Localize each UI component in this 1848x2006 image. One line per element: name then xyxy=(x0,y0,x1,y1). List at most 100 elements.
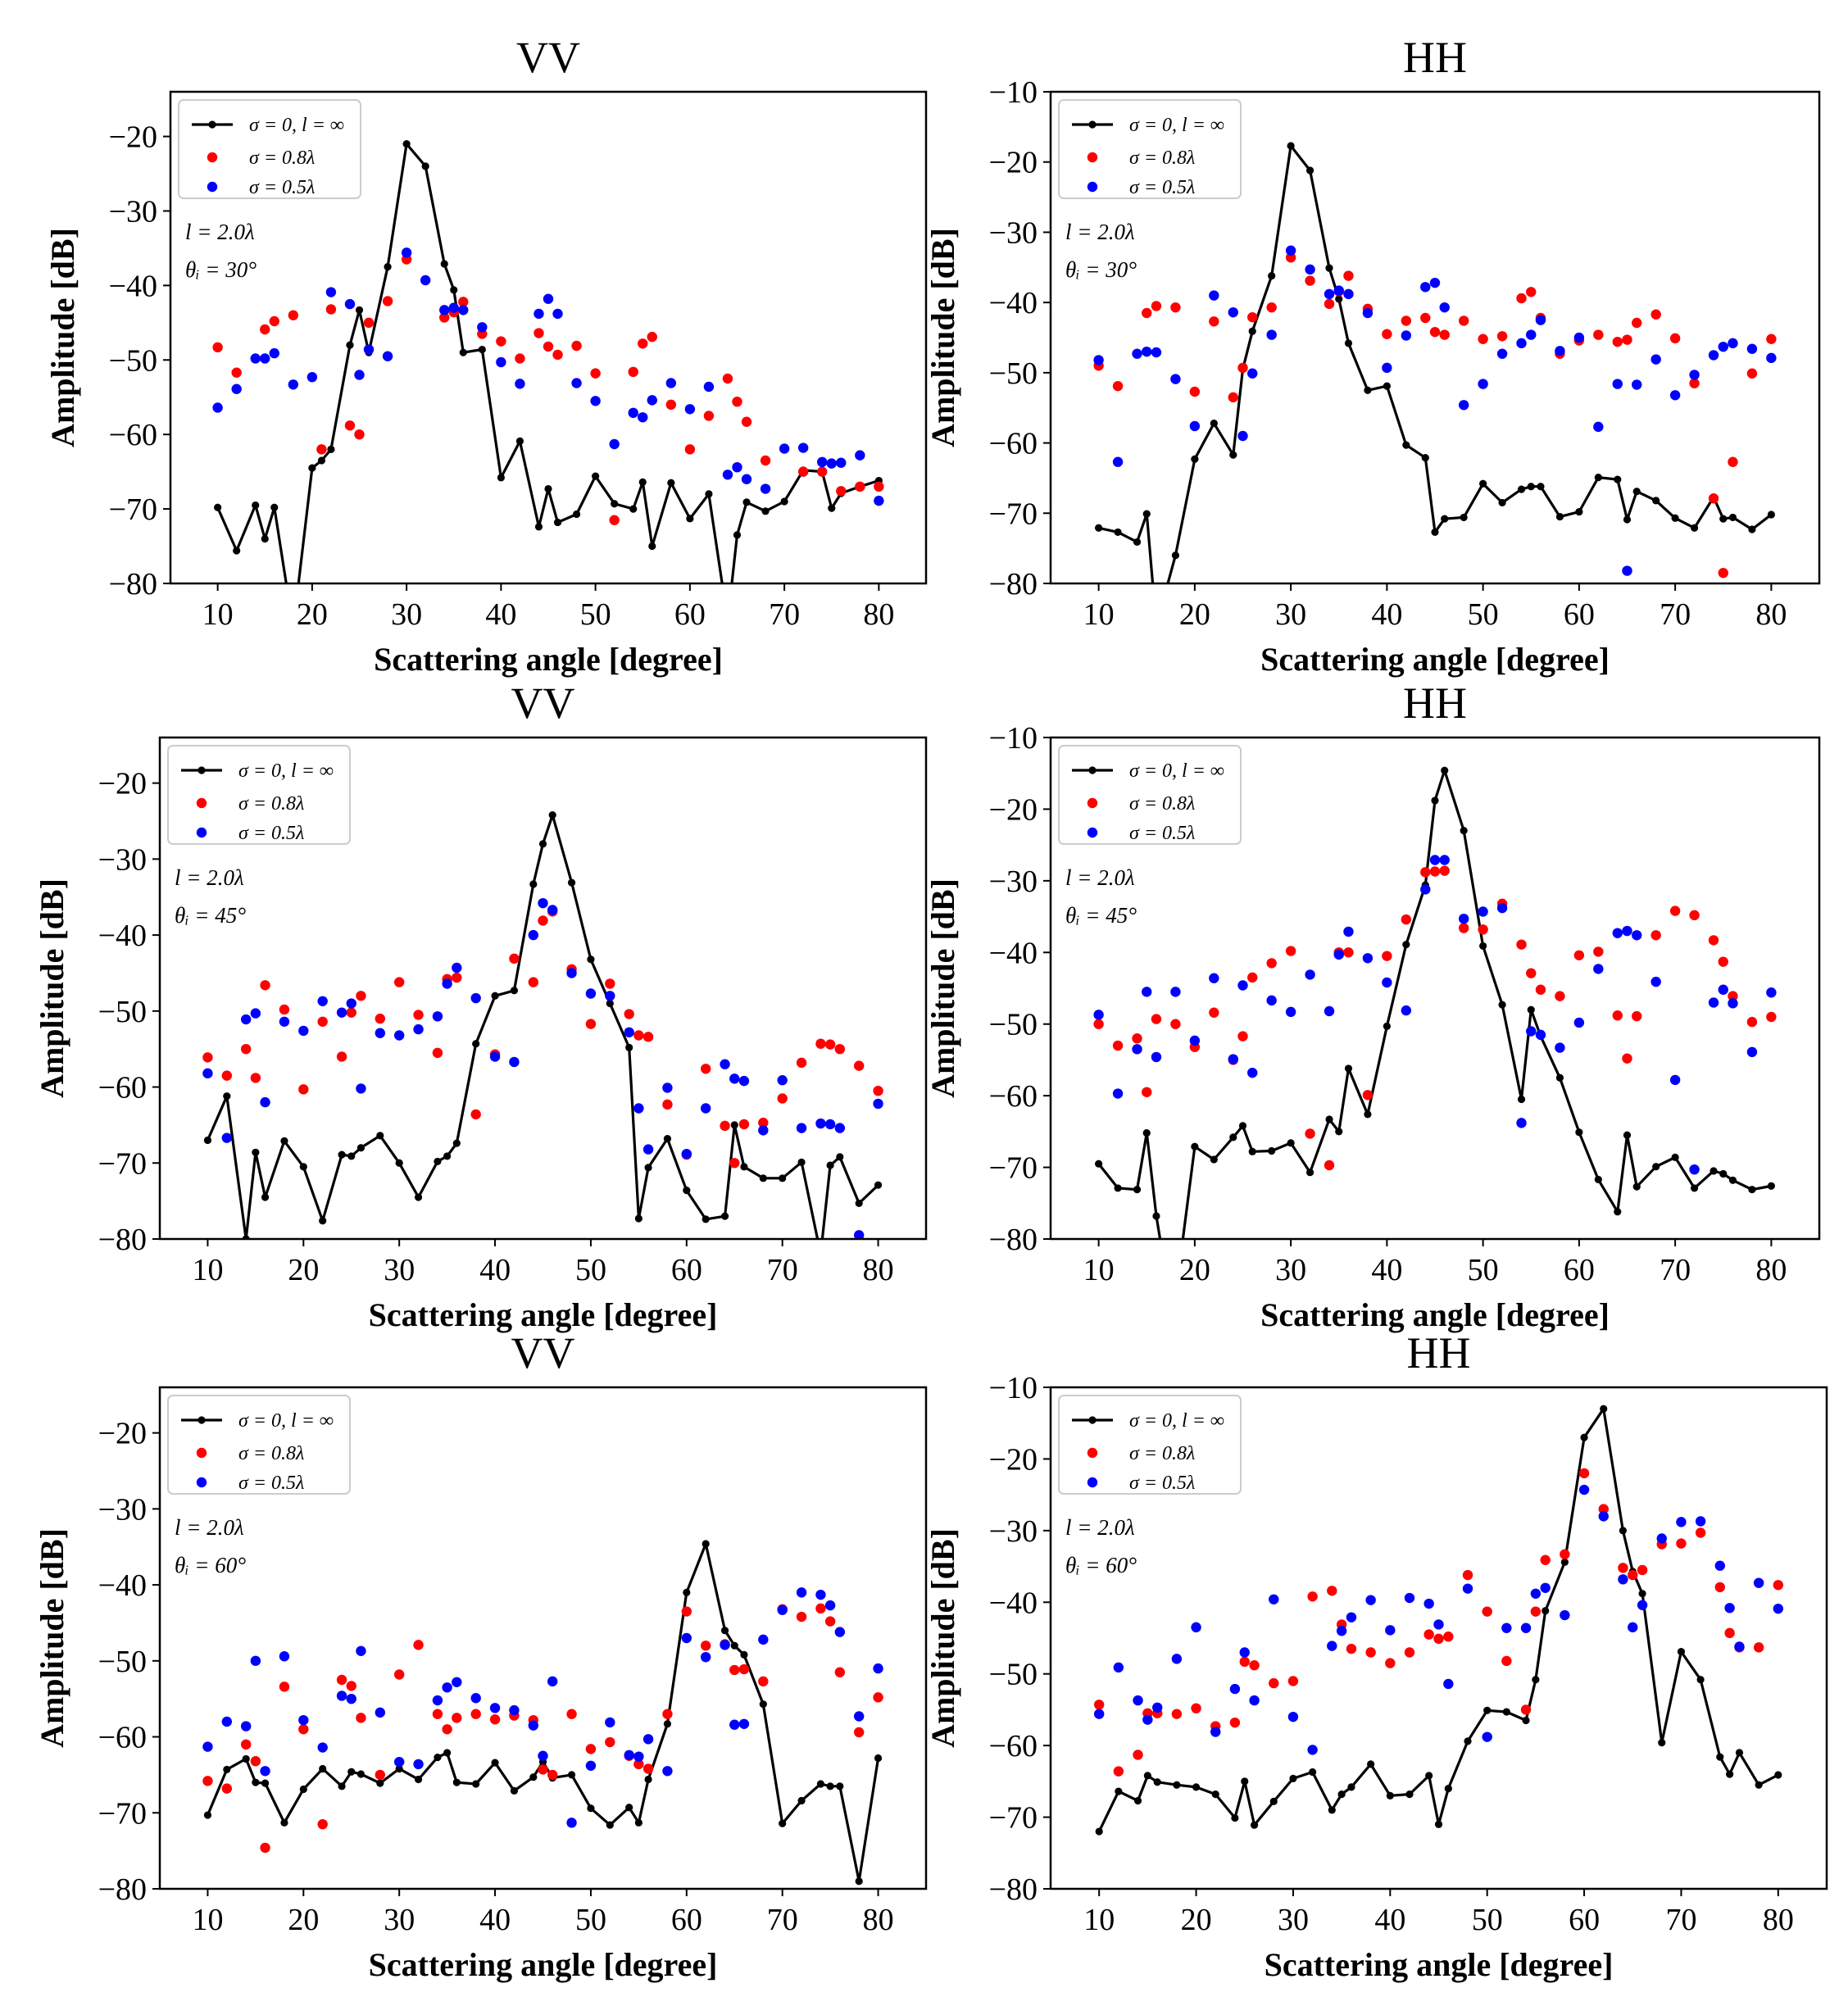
data-point-sigma-0.8 xyxy=(317,1818,328,1830)
data-point-baseline xyxy=(327,445,335,453)
data-point-sigma-0.5 xyxy=(1324,1005,1335,1017)
data-point-sigma-0.5 xyxy=(1420,884,1431,895)
data-point-baseline xyxy=(625,1804,633,1812)
annotation-incidence-angle: θᵢ = 45° xyxy=(1065,903,1137,928)
data-point-baseline xyxy=(1444,1785,1452,1793)
data-point-sigma-0.8 xyxy=(1728,991,1738,1001)
data-point-sigma-0.5 xyxy=(1266,329,1277,340)
data-point-sigma-0.8 xyxy=(1132,1033,1142,1044)
data-point-baseline xyxy=(1652,1163,1660,1171)
data-point-sigma-0.5 xyxy=(1112,456,1124,467)
data-point-sigma-0.8 xyxy=(279,1682,290,1692)
data-point-sigma-0.8 xyxy=(1676,1538,1687,1549)
data-point-baseline xyxy=(538,840,547,848)
data-point-sigma-0.5 xyxy=(642,1734,654,1745)
data-point-baseline xyxy=(1172,1292,1179,1300)
data-point-sigma-0.5 xyxy=(681,1632,692,1644)
data-point-sigma-0.5 xyxy=(777,1075,788,1086)
data-point-sigma-0.8 xyxy=(1285,946,1296,956)
data-point-baseline xyxy=(472,1040,480,1048)
data-point-sigma-0.5 xyxy=(633,1103,644,1114)
annotation-correlation-length: l = 2.0λ xyxy=(185,220,255,244)
data-point-sigma-0.5 xyxy=(1420,282,1431,293)
data-point-sigma-0.5 xyxy=(779,443,790,454)
legend-marker-sigma-0.5 xyxy=(1087,827,1098,838)
plot-data xyxy=(212,140,884,583)
data-point-sigma-0.8 xyxy=(1766,1011,1777,1023)
data-point-sigma-0.5 xyxy=(700,1651,711,1663)
data-point-sigma-0.5 xyxy=(489,1051,501,1062)
legend-marker-sigma-0.5 xyxy=(196,827,207,838)
data-point-baseline xyxy=(1614,1208,1622,1216)
data-point-sigma-0.5 xyxy=(1249,1695,1260,1706)
legend-label: σ = 0, l = ∞ xyxy=(1129,115,1224,136)
data-point-sigma-0.5 xyxy=(279,1016,290,1028)
data-point-baseline xyxy=(1735,1749,1744,1757)
data-point-baseline xyxy=(1464,1737,1472,1745)
data-point-sigma-0.5 xyxy=(824,1600,836,1611)
data-point-sigma-0.5 xyxy=(796,1123,807,1133)
data-point-baseline xyxy=(644,1164,652,1172)
data-point-baseline xyxy=(395,1159,403,1167)
data-point-baseline xyxy=(376,1132,384,1140)
data-point-sigma-0.8 xyxy=(760,455,771,466)
data-point-baseline xyxy=(611,500,619,508)
data-point-sigma-0.5 xyxy=(1676,1517,1687,1527)
data-point-sigma-0.5 xyxy=(836,457,847,468)
data-point-sigma-0.5 xyxy=(1724,1603,1735,1613)
legend-marker-baseline xyxy=(198,1416,206,1424)
data-point-sigma-0.5 xyxy=(1478,379,1488,389)
y-axis-label: Amplitude [dB] xyxy=(924,878,961,1098)
y-tick-label: −70 xyxy=(989,1801,1038,1836)
data-point-sigma-0.8 xyxy=(240,1739,252,1750)
annotation-incidence-angle: θᵢ = 60° xyxy=(175,1553,246,1577)
x-tick-label: 10 xyxy=(1083,1903,1115,1937)
data-point-baseline xyxy=(1522,1716,1530,1725)
data-point-sigma-0.5 xyxy=(489,1703,501,1713)
data-point-baseline xyxy=(1095,524,1103,532)
data-point-sigma-0.8 xyxy=(836,486,847,497)
data-point-sigma-0.5 xyxy=(543,293,554,304)
data-point-sigma-0.5 xyxy=(1210,1727,1221,1737)
data-point-sigma-0.5 xyxy=(1728,338,1738,349)
x-tick-label: 30 xyxy=(391,597,422,632)
data-point-sigma-0.5 xyxy=(1746,1046,1758,1058)
data-point-baseline xyxy=(1755,1781,1763,1789)
data-point-sigma-0.8 xyxy=(1766,334,1777,344)
data-point-sigma-0.5 xyxy=(1728,998,1738,1009)
data-point-sigma-0.5 xyxy=(1429,277,1441,288)
data-point-sigma-0.5 xyxy=(853,1230,865,1239)
data-point-sigma-0.8 xyxy=(1516,293,1527,304)
data-point-baseline xyxy=(797,1796,806,1805)
data-point-sigma-0.5 xyxy=(1362,953,1374,964)
data-point-sigma-0.8 xyxy=(605,1736,615,1748)
data-point-sigma-0.5 xyxy=(279,1651,290,1662)
data-point-sigma-0.8 xyxy=(1714,1582,1725,1593)
data-point-sigma-0.8 xyxy=(298,1084,309,1095)
data-point-sigma-0.8 xyxy=(432,1047,443,1059)
data-point-baseline xyxy=(683,1588,691,1596)
data-point-baseline xyxy=(1405,1790,1414,1799)
data-point-sigma-0.8 xyxy=(336,1051,347,1062)
y-tick-label: −10 xyxy=(989,1371,1038,1405)
y-tick-label: −20 xyxy=(98,1417,147,1451)
data-point-baseline xyxy=(1632,488,1641,496)
y-tick-label: −70 xyxy=(989,497,1038,531)
data-point-baseline xyxy=(686,515,694,523)
data-point-sigma-0.5 xyxy=(633,1751,644,1762)
data-point-baseline xyxy=(1748,1186,1756,1194)
data-point-baseline xyxy=(625,1043,633,1051)
data-point-sigma-0.8 xyxy=(1382,951,1392,961)
data-point-baseline xyxy=(1774,1771,1782,1779)
data-point-sigma-0.8 xyxy=(1209,316,1219,327)
data-point-baseline xyxy=(1191,1142,1199,1150)
data-point-sigma-0.5 xyxy=(298,1025,309,1037)
data-point-sigma-0.8 xyxy=(647,331,657,343)
data-point-sigma-0.5 xyxy=(624,1750,634,1760)
data-point-sigma-0.8 xyxy=(1443,1632,1454,1642)
y-tick-label: −10 xyxy=(989,721,1038,756)
x-tick-label: 80 xyxy=(1763,1903,1794,1937)
data-point-sigma-0.5 xyxy=(231,384,242,394)
plot-frame xyxy=(1049,90,1821,585)
data-point-baseline xyxy=(1441,515,1449,523)
